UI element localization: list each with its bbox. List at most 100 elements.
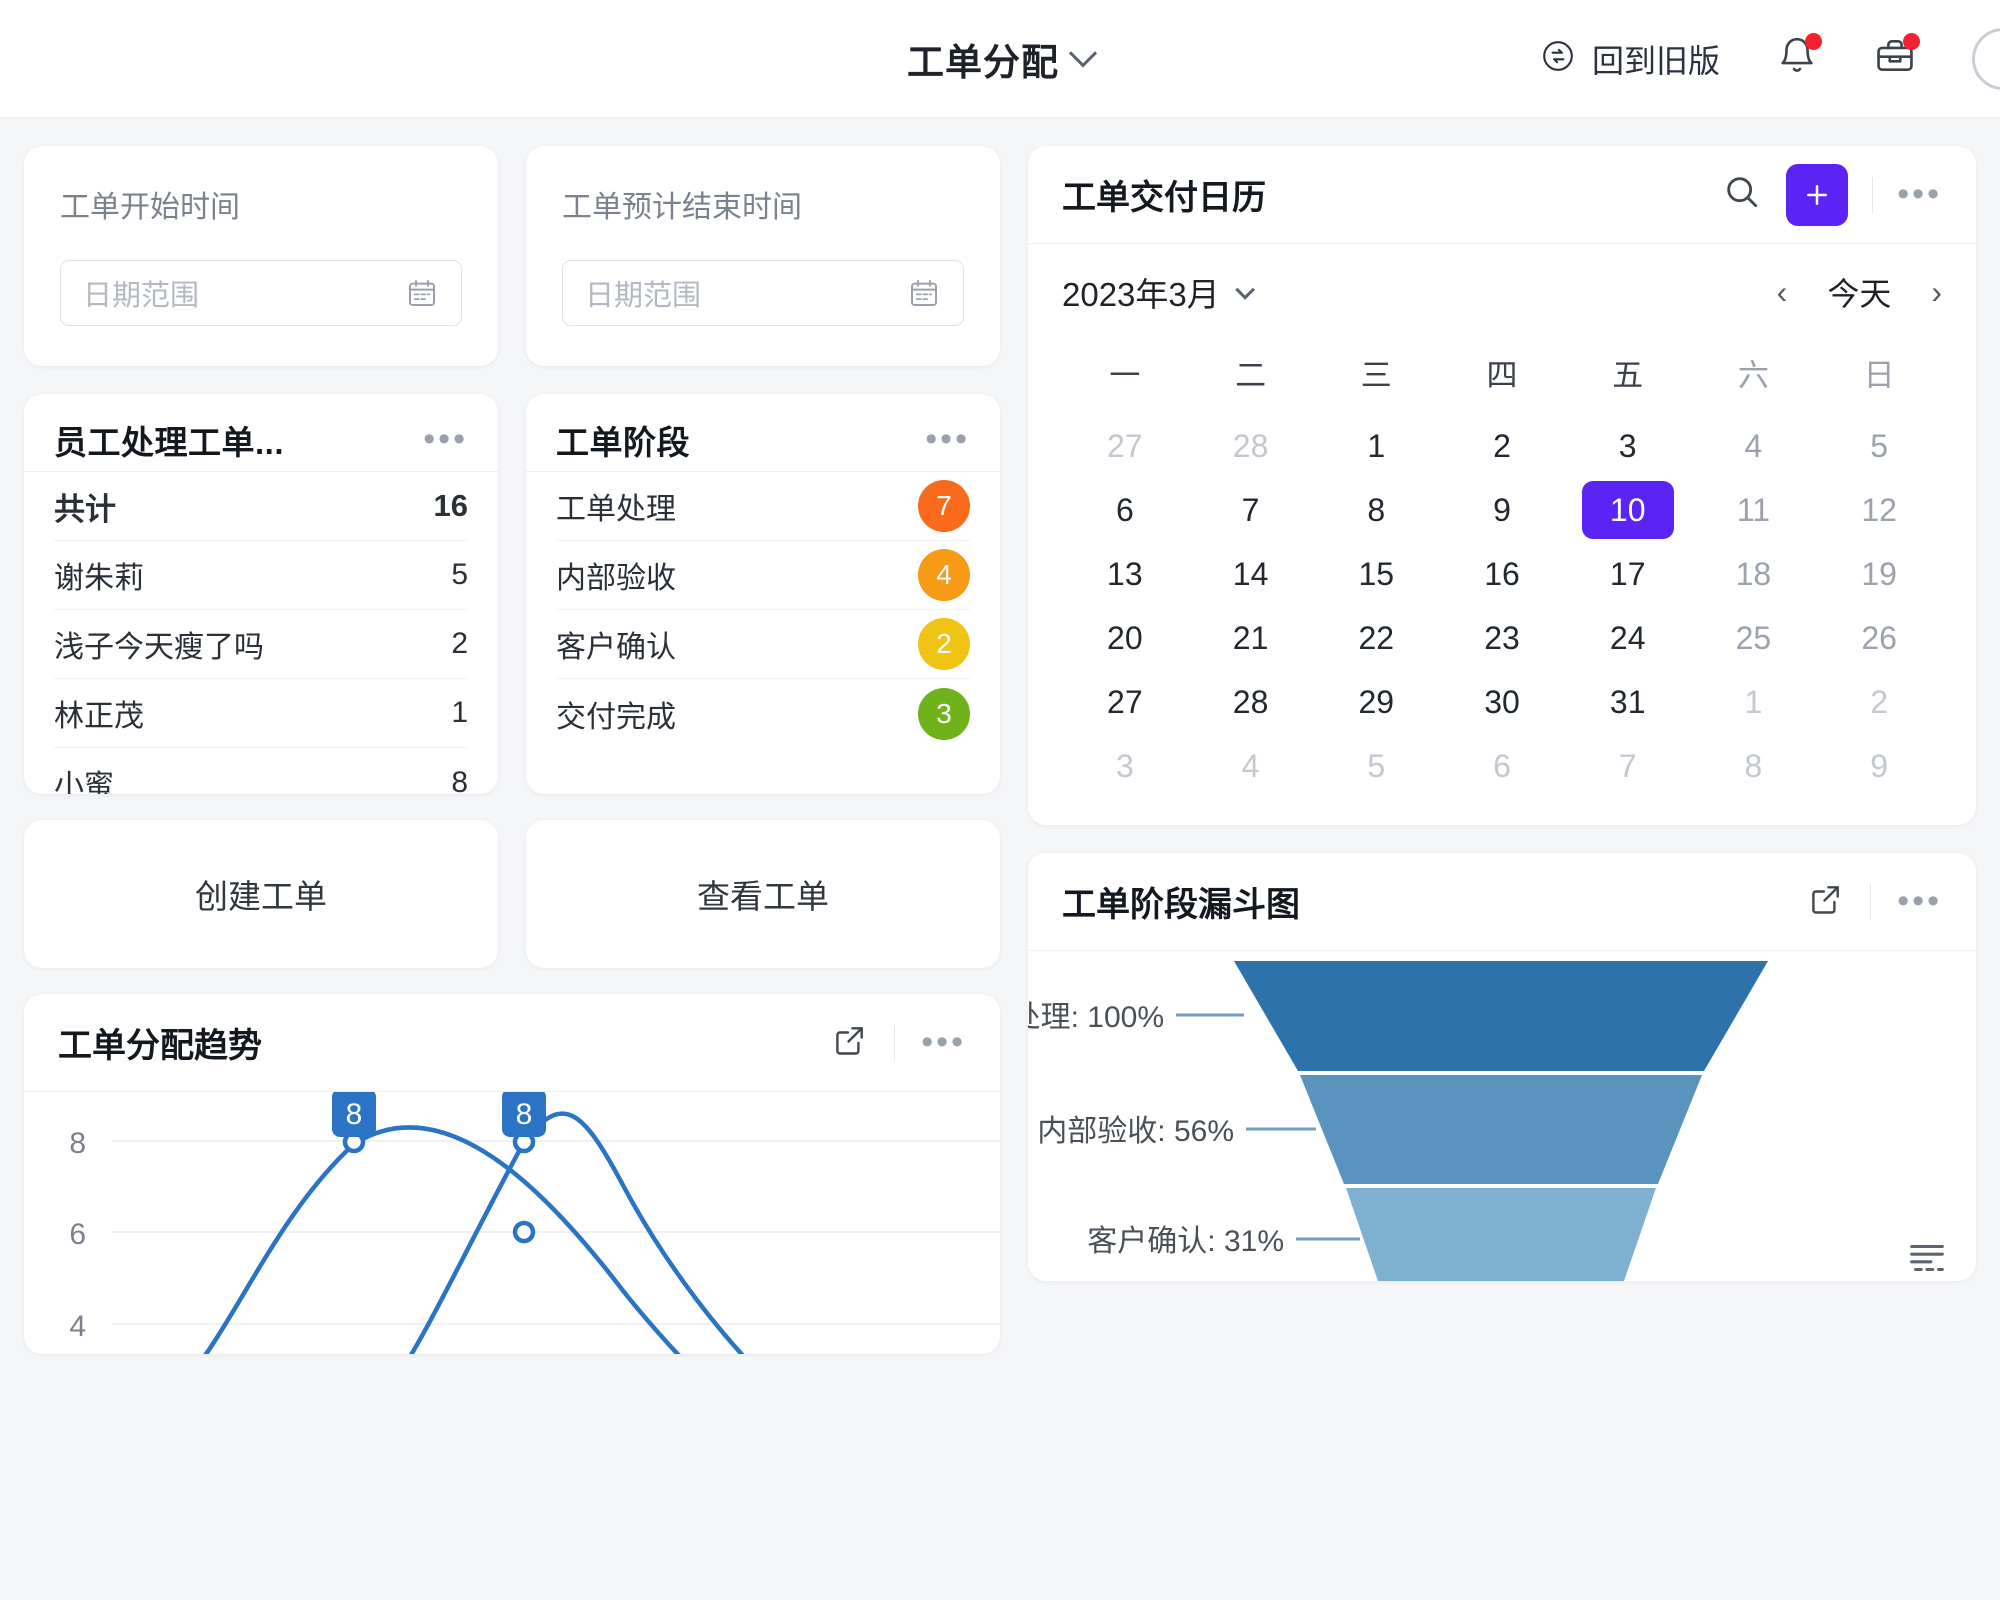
plus-icon — [1807, 184, 1828, 205]
calendar-day[interactable]: 15 — [1313, 543, 1439, 605]
row-label: 共计 — [54, 491, 116, 527]
calendar-day[interactable]: 8 — [1691, 735, 1817, 797]
calendar-day[interactable]: 11 — [1691, 479, 1817, 541]
row-label: 浅子今天瘦了吗 — [54, 631, 264, 664]
calendar-day[interactable]: 27 — [1062, 415, 1188, 477]
funnel-chart-header: 工单阶段漏斗图 ••• — [1028, 853, 1976, 951]
calendar-week-row: 27 28 29 30 31 1 2 — [1062, 671, 1942, 733]
calendar-day-label: 8 — [1367, 491, 1386, 528]
chart-settings-icon[interactable] — [1904, 1235, 1950, 1281]
calendar-day[interactable]: 1 — [1691, 671, 1817, 733]
calendar-day[interactable]: 12 — [1816, 479, 1942, 541]
calendar-week-row: 13 14 15 16 17 18 19 — [1062, 543, 1942, 605]
calendar-day[interactable]: 9 — [1816, 735, 1942, 797]
row-label: 谢朱莉 — [54, 562, 144, 595]
calendar-day[interactable]: 25 — [1691, 607, 1817, 669]
calendar-day[interactable]: 20 — [1062, 607, 1188, 669]
weekday-label: 四 — [1486, 358, 1518, 393]
calendar-day-label: 1 — [1744, 683, 1763, 720]
calendar-week-row: 6 7 8 9 10 11 12 — [1062, 479, 1942, 541]
back-to-old-version-button[interactable]: 回到旧版 — [1540, 36, 1720, 82]
calendar-day[interactable]: 9 — [1439, 479, 1565, 541]
svg-text:4: 4 — [69, 1310, 86, 1343]
add-event-button[interactable] — [1786, 163, 1849, 226]
calendar-day[interactable]: 7 — [1565, 735, 1691, 797]
trend-line-chart: 8 6 4 8 8 — [69, 1089, 1000, 1354]
calendar-day[interactable]: 1 — [1313, 415, 1439, 477]
end-time-label: 工单预计结束时间 — [562, 191, 802, 224]
calendar-day[interactable]: 8 — [1313, 479, 1439, 541]
more-horizontal-icon[interactable]: ••• — [423, 420, 468, 459]
month-selector[interactable]: 2023年3月 — [1062, 268, 1255, 316]
end-date-range-input[interactable]: 日期范围 — [562, 260, 964, 326]
page-title-dropdown[interactable]: 工单分配 — [907, 32, 1098, 86]
calendar-day[interactable]: 29 — [1313, 671, 1439, 733]
view-workorder-button[interactable]: 查看工单 — [526, 820, 1000, 968]
calendar-day[interactable]: 21 — [1188, 607, 1314, 669]
calendar-day-label: 2 — [1870, 683, 1889, 720]
calendar-day[interactable]: 2 — [1439, 415, 1565, 477]
calendar-day[interactable]: 3 — [1062, 735, 1188, 797]
more-horizontal-icon[interactable]: ••• — [925, 420, 970, 459]
calendar-day-label: 5 — [1367, 747, 1386, 784]
create-workorder-button[interactable]: 创建工单 — [24, 820, 498, 968]
calendar-day[interactable]: 4 — [1188, 735, 1314, 797]
calendar-day[interactable]: 3 — [1565, 415, 1691, 477]
calendar-day[interactable]: 2 — [1816, 671, 1942, 733]
chevron-down-icon — [1234, 279, 1255, 300]
table-row: 工单处理 7 — [556, 472, 970, 541]
calendar-day[interactable]: 27 — [1062, 671, 1188, 733]
calendar-day[interactable]: 24 — [1565, 607, 1691, 669]
trend-chart-title: 工单分配趋势 — [58, 1027, 262, 1065]
calendar-day[interactable]: 19 — [1816, 543, 1942, 605]
row-label: 交付完成 — [556, 700, 676, 734]
calendar-day[interactable]: 17 — [1565, 543, 1691, 605]
action-button-row: 创建工单 查看工单 — [24, 820, 1000, 968]
calendar-day[interactable]: 6 — [1062, 479, 1188, 541]
calendar-day[interactable]: 28 — [1188, 671, 1314, 733]
today-button[interactable]: 今天 — [1827, 276, 1892, 312]
calendar-day[interactable]: 22 — [1313, 607, 1439, 669]
calendar-day-label: 25 — [1735, 619, 1772, 656]
calendar-title: 工单交付日历 — [1062, 179, 1266, 217]
calendar-day[interactable]: 5 — [1816, 415, 1942, 477]
start-time-filter: 工单开始时间 日期范围 — [24, 146, 498, 366]
more-horizontal-icon[interactable]: ••• — [1897, 175, 1942, 214]
prev-month-button[interactable]: ‹ — [1776, 273, 1788, 310]
notifications-button[interactable] — [1776, 33, 1822, 82]
calendar-day[interactable]: 5 — [1313, 735, 1439, 797]
external-link-icon[interactable] — [1808, 881, 1844, 922]
left-column: 工单开始时间 日期范围 工单预计结束时间 日期范围 — [24, 146, 1000, 1354]
calendar-day[interactable]: 10 — [1565, 479, 1691, 541]
calendar-day-label: 7 — [1241, 491, 1260, 528]
table-row: 共计 16 — [54, 472, 468, 541]
next-month-button[interactable]: › — [1931, 273, 1942, 310]
calendar-day[interactable]: 31 — [1565, 671, 1691, 733]
calendar-day[interactable]: 23 — [1439, 607, 1565, 669]
calendar-day[interactable]: 16 — [1439, 543, 1565, 605]
calendar-day-label: 31 — [1609, 683, 1646, 720]
search-icon[interactable] — [1722, 172, 1762, 217]
start-date-range-input[interactable]: 日期范围 — [60, 260, 462, 326]
calendar-day-label: 14 — [1232, 555, 1269, 592]
calendar-day-label: 8 — [1744, 747, 1763, 784]
sync-circle-icon — [1540, 38, 1576, 79]
calendar-day-label: 1 — [1367, 427, 1386, 464]
more-horizontal-icon[interactable]: ••• — [1897, 882, 1942, 921]
calendar-day[interactable]: 7 — [1188, 479, 1314, 541]
calendar-day[interactable]: 14 — [1188, 543, 1314, 605]
divider — [1870, 883, 1872, 920]
calendar-day[interactable]: 30 — [1439, 671, 1565, 733]
calendar-day[interactable]: 4 — [1691, 415, 1817, 477]
avatar[interactable] — [1972, 27, 2000, 90]
calendar-day[interactable]: 26 — [1816, 607, 1942, 669]
calendar-day[interactable]: 13 — [1062, 543, 1188, 605]
calendar-day-label: 7 — [1618, 747, 1637, 784]
workbench-button[interactable] — [1874, 33, 1920, 82]
calendar-day[interactable]: 18 — [1691, 543, 1817, 605]
external-link-icon[interactable] — [832, 1022, 868, 1063]
calendar-day[interactable]: 28 — [1188, 415, 1314, 477]
more-horizontal-icon[interactable]: ••• — [921, 1023, 966, 1062]
calendar-day-label: 3 — [1618, 427, 1637, 464]
calendar-day[interactable]: 6 — [1439, 735, 1565, 797]
